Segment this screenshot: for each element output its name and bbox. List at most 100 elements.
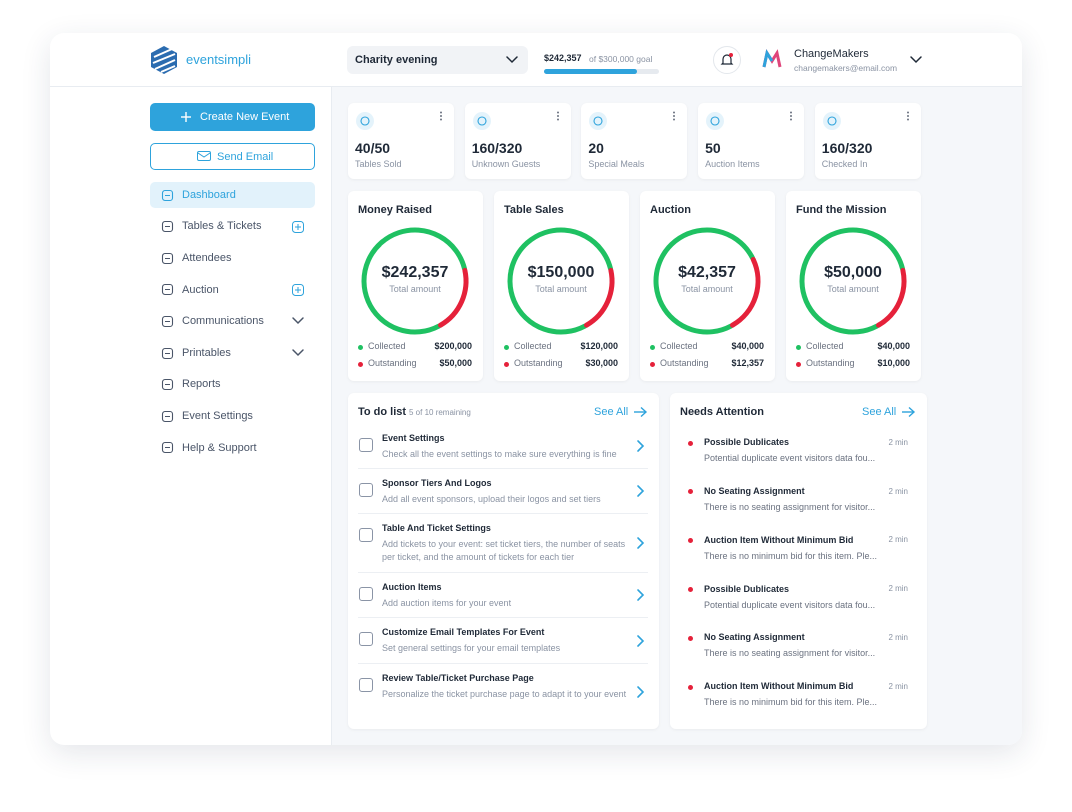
- stat-menu[interactable]: [672, 111, 676, 121]
- stat-menu[interactable]: [906, 111, 910, 121]
- chevron-right[interactable]: [637, 635, 645, 647]
- legend-dot: [504, 344, 509, 350]
- chevron-down[interactable]: [292, 317, 304, 325]
- nav-add[interactable]: [292, 283, 304, 296]
- see-all-arrow[interactable]: [902, 406, 916, 418]
- create-event-button[interactable]: [150, 103, 315, 131]
- nav-icon[interactable]: [161, 379, 174, 391]
- icon-shape: [710, 116, 720, 126]
- nav-item[interactable]: Event Settings: [182, 410, 253, 423]
- nav-add[interactable]: [292, 220, 304, 233]
- icon-shape: [440, 118, 442, 121]
- send-email-text[interactable]: Send Email: [217, 150, 274, 163]
- stat-menu[interactable]: [789, 111, 793, 121]
- icon-shape: [556, 118, 559, 121]
- todo-item-title[interactable]: Event Settings: [382, 433, 445, 444]
- icon-shape: [673, 118, 676, 121]
- attention-item-title[interactable]: Auction Item Without Minimum Bid: [704, 681, 854, 692]
- chevron-right[interactable]: [637, 440, 645, 452]
- todo-checkbox[interactable]: [359, 528, 373, 542]
- attention-item-title[interactable]: No Seating Assignment: [704, 632, 805, 643]
- logo-icon: [151, 46, 177, 74]
- attention-dot: [688, 538, 693, 544]
- todo-title: To do list: [358, 405, 407, 418]
- create-event-text[interactable]: Create New Event: [200, 110, 290, 123]
- icon-shape: [292, 349, 304, 357]
- icon-shape: [706, 112, 725, 130]
- todo-checkbox[interactable]: [359, 678, 373, 692]
- notification-button[interactable]: [713, 46, 741, 74]
- todo-checkbox[interactable]: [359, 483, 373, 497]
- nav-icon[interactable]: [161, 284, 174, 296]
- chevron-right[interactable]: [637, 485, 645, 497]
- todo-checkbox[interactable]: [359, 632, 373, 646]
- legend-value: $30,000: [585, 358, 618, 369]
- attention-item-title[interactable]: Possible Dublicates: [704, 437, 790, 448]
- icon-shape: [161, 379, 174, 391]
- todo-item-title[interactable]: Review Table/Ticket Purchase Page: [382, 673, 534, 684]
- nav-item[interactable]: Dashboard: [182, 188, 236, 201]
- mail-icon[interactable]: [197, 151, 211, 161]
- donut-outstanding-arc: [438, 267, 469, 328]
- icon-shape: [292, 220, 304, 233]
- stat-label: Auction Items: [705, 159, 760, 170]
- nav-icon[interactable]: [161, 252, 174, 264]
- todo-separator: [358, 617, 648, 618]
- nav-icon[interactable]: [161, 189, 174, 201]
- todo-separator: [358, 513, 648, 514]
- stat-menu[interactable]: [556, 111, 560, 121]
- chevron-down[interactable]: [506, 56, 518, 64]
- icon-shape: [161, 221, 174, 233]
- attention-item-title[interactable]: Auction Item Without Minimum Bid: [704, 534, 854, 545]
- legend-value: $50,000: [439, 358, 472, 369]
- todo-item-desc: Add auction items for your event: [382, 597, 512, 608]
- see-all-arrow[interactable]: [634, 406, 648, 418]
- attention-see-all[interactable]: See All: [862, 405, 897, 418]
- icon-shape: [161, 315, 174, 327]
- icon-shape: [906, 118, 909, 121]
- chevron-right[interactable]: [637, 537, 645, 549]
- stat-value: 20: [588, 139, 604, 156]
- chevron-right[interactable]: [637, 686, 645, 698]
- icon-shape: [790, 118, 793, 121]
- nav-item[interactable]: Attendees: [182, 252, 232, 265]
- todo-item-title[interactable]: Sponsor Tiers And Logos: [382, 478, 492, 489]
- todo-checkbox[interactable]: [359, 438, 373, 452]
- nav-item[interactable]: Reports: [182, 378, 221, 391]
- nav-icon[interactable]: [161, 347, 174, 359]
- event-select[interactable]: [347, 46, 528, 74]
- stat-label: Checked In: [821, 159, 868, 170]
- chevron-down[interactable]: [910, 56, 922, 64]
- todo-see-all[interactable]: See All: [594, 405, 629, 418]
- plus-icon[interactable]: [181, 112, 191, 122]
- nav-item[interactable]: Auction: [182, 283, 219, 296]
- chevron-down[interactable]: [292, 349, 304, 357]
- send-email-button[interactable]: [150, 143, 315, 170]
- nav-item[interactable]: Printables: [182, 346, 231, 359]
- todo-item-title[interactable]: Customize Email Templates For Event: [382, 627, 545, 638]
- nav-icon[interactable]: [161, 410, 174, 422]
- todo-checkbox[interactable]: [359, 587, 373, 601]
- todo-item-title[interactable]: Table And Ticket Settings: [382, 523, 491, 534]
- nav-item[interactable]: Tables & Tickets: [182, 220, 262, 233]
- nav-icon[interactable]: [161, 221, 174, 233]
- icon-shape: [637, 440, 645, 452]
- nav-icon[interactable]: [161, 442, 174, 454]
- icon-shape: [906, 111, 909, 114]
- nav-item[interactable]: Help & Support: [182, 441, 257, 454]
- nav-icon[interactable]: [161, 315, 174, 327]
- nav-item[interactable]: Communications: [182, 315, 264, 328]
- chevron-right[interactable]: [637, 589, 645, 601]
- attention-item-title[interactable]: Possible Dublicates: [704, 583, 790, 594]
- nav-active-bg[interactable]: [150, 182, 315, 208]
- todo-item-title[interactable]: Auction Items: [382, 582, 442, 593]
- icon-shape: [161, 252, 174, 264]
- legend-dot: [504, 361, 509, 367]
- bell-icon[interactable]: [720, 53, 734, 67]
- stat-menu[interactable]: [439, 111, 443, 121]
- icon-shape: [593, 116, 603, 126]
- attention-item-title[interactable]: No Seating Assignment: [704, 485, 805, 496]
- icon-shape: [673, 111, 676, 114]
- legend-dot: [650, 344, 655, 350]
- event-select-text[interactable]: Charity evening: [355, 53, 438, 66]
